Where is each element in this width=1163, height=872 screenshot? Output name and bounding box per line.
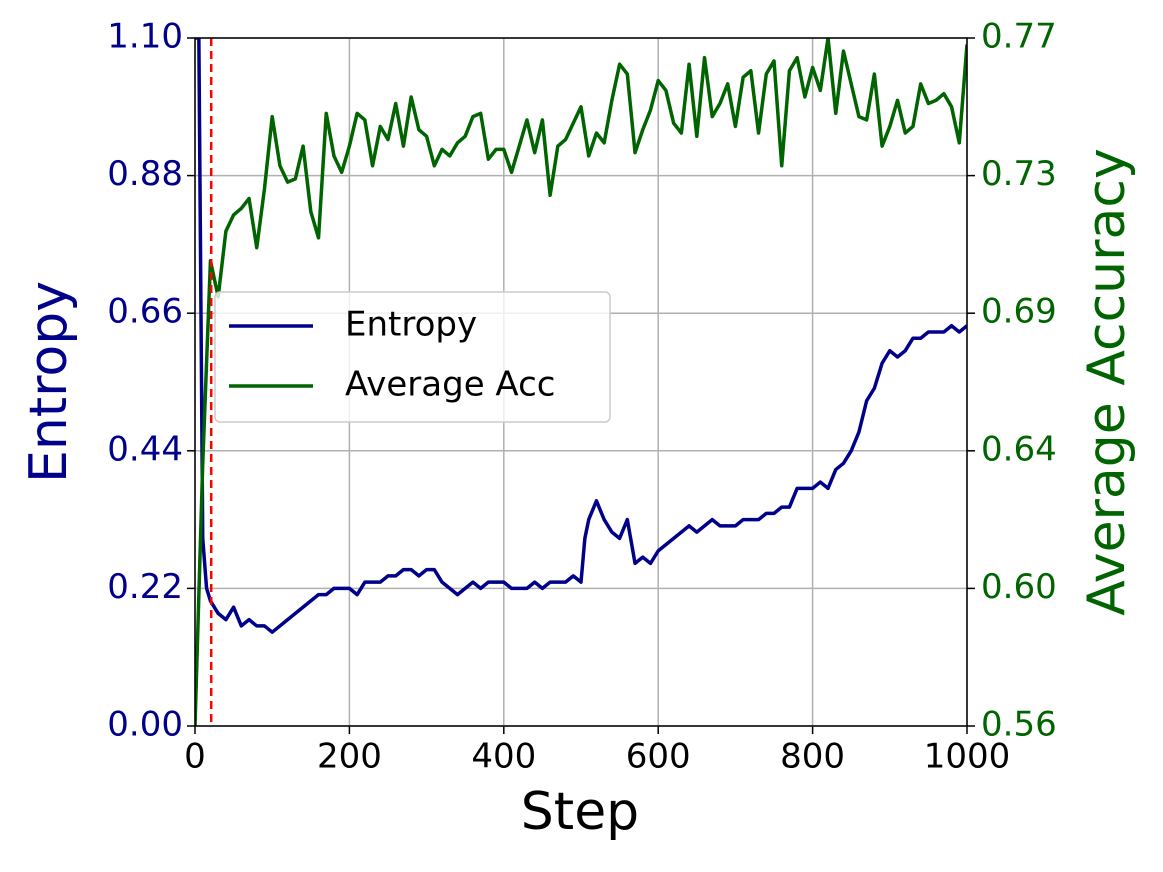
legend-label: Average Acc [345,365,555,405]
x-tick-label: 600 [626,737,691,777]
x-tick-label: 1000 [924,737,1011,777]
y-tick-label: 0.22 [107,567,183,607]
y2-tick-label: 0.64 [981,429,1057,469]
line-series [195,38,967,634]
y-tick-label: 0.66 [107,292,183,332]
plot-area [195,38,967,726]
y2-tick-label: 0.60 [981,567,1057,607]
y-tick-label: 0.88 [107,154,183,194]
y-tick-label: 0.00 [107,705,183,745]
y-tick-label: 1.10 [107,17,183,57]
y2-tick-label: 0.73 [981,154,1057,194]
x-tick-label: 800 [780,737,845,777]
x-tick-label: 0 [184,737,206,777]
y2-tick-label: 0.69 [981,292,1057,332]
y2-tick-label: 0.77 [981,17,1057,57]
y2-tick-label: 0.56 [981,705,1057,745]
legend-box [214,291,611,423]
line-series [195,38,967,726]
y-axis-label: Entropy [19,281,79,483]
y-tick-label: 0.44 [107,429,183,469]
x-tick-label: 400 [471,737,536,777]
plot-frame [194,37,968,727]
x-tick-label: 200 [317,737,382,777]
x-axis-label: Step [521,782,639,842]
legend-label: Entropy [345,305,477,345]
y2-axis-label: Average Accuracy [1077,148,1137,615]
